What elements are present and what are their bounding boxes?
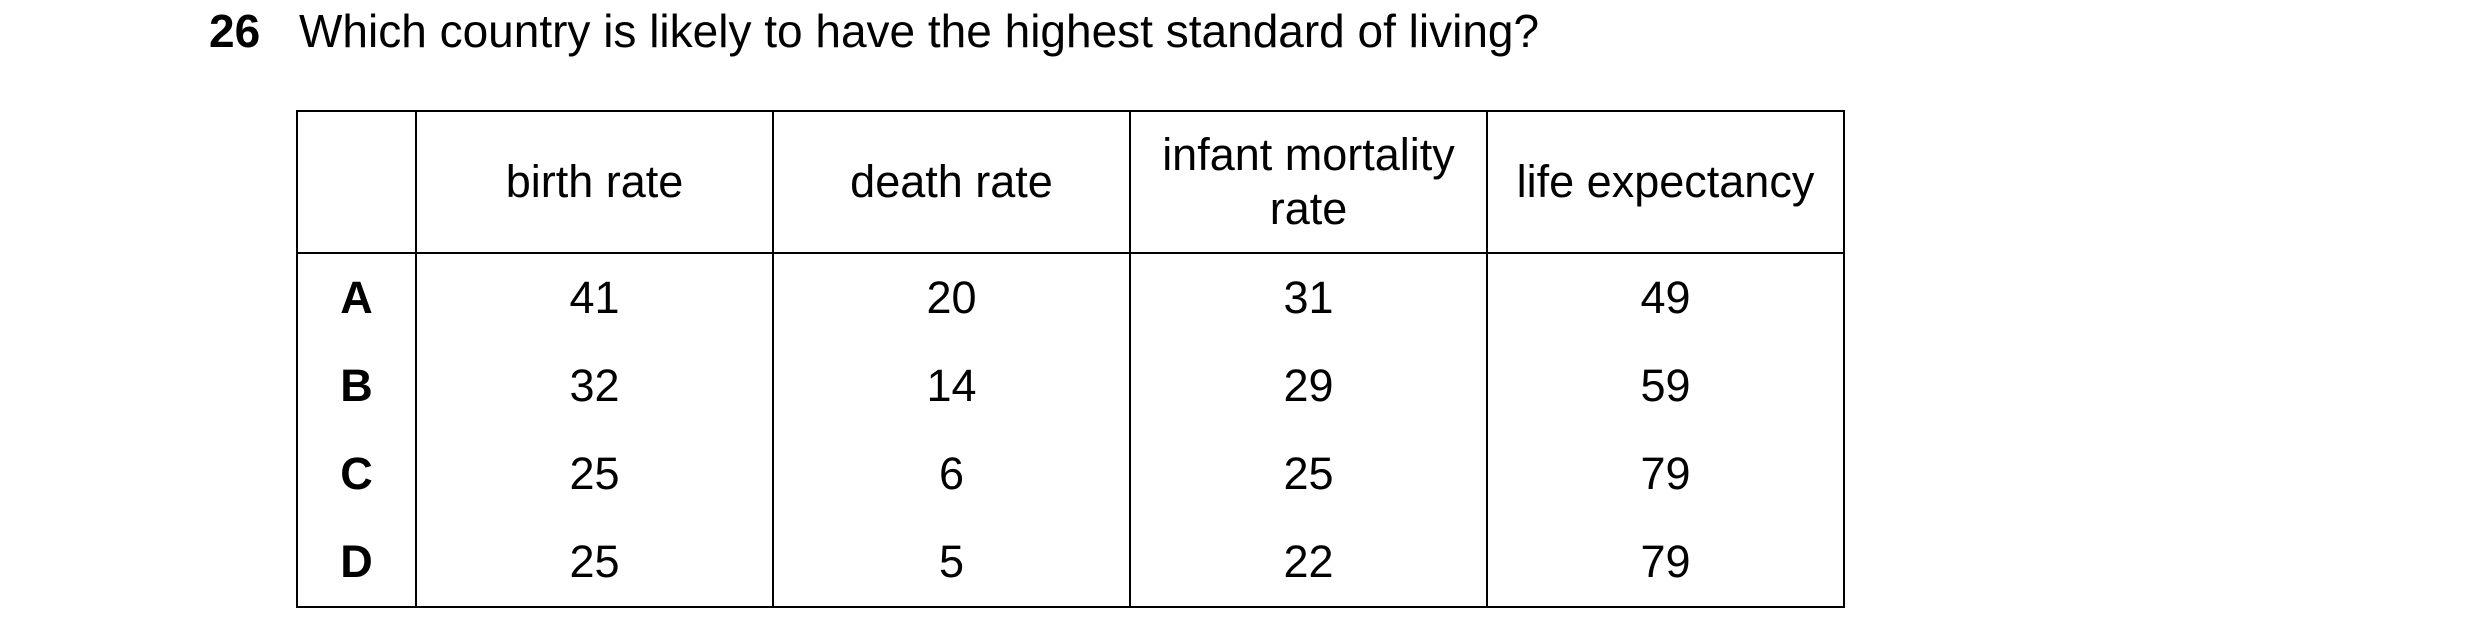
death-rate-cell: 6 [772,430,1131,518]
table-row: A 41 20 31 49 [296,253,1845,342]
infant-mortality-cell: 31 [1129,253,1488,342]
life-expectancy-cell: 49 [1486,253,1845,342]
header-birth-rate: birth rate [415,110,774,254]
header-life-expectancy: life expectancy [1486,110,1845,254]
birth-rate-cell: 25 [415,430,774,518]
life-expectancy-cell: 79 [1486,430,1845,518]
table-row: B 32 14 29 59 [296,342,1845,430]
header-death-rate: death rate [772,110,1131,254]
row-label: C [296,430,417,518]
death-rate-cell: 20 [772,253,1131,342]
table-row: C 25 6 25 79 [296,430,1845,518]
birth-rate-cell: 25 [415,518,774,608]
infant-mortality-cell: 25 [1129,430,1488,518]
life-expectancy-cell: 59 [1486,342,1845,430]
header-infant-mortality-rate: infant mortality rate [1129,110,1488,254]
data-table: birth rate death rate infant mortality r… [296,110,1845,608]
header-blank [296,110,417,254]
question-text: Which country is likely to have the high… [299,5,1540,57]
question-number: 26 [209,5,261,57]
death-rate-cell: 5 [772,518,1131,608]
row-label: A [296,253,417,342]
infant-mortality-cell: 22 [1129,518,1488,608]
header-row: birth rate death rate infant mortality r… [296,110,1845,254]
row-label: B [296,342,417,430]
question: 26 Which country is likely to have the h… [209,0,1539,62]
row-label: D [296,518,417,608]
life-expectancy-cell: 79 [1486,518,1845,608]
birth-rate-cell: 41 [415,253,774,342]
table-row: D 25 5 22 79 [296,518,1845,608]
birth-rate-cell: 32 [415,342,774,430]
death-rate-cell: 14 [772,342,1131,430]
infant-mortality-cell: 29 [1129,342,1488,430]
